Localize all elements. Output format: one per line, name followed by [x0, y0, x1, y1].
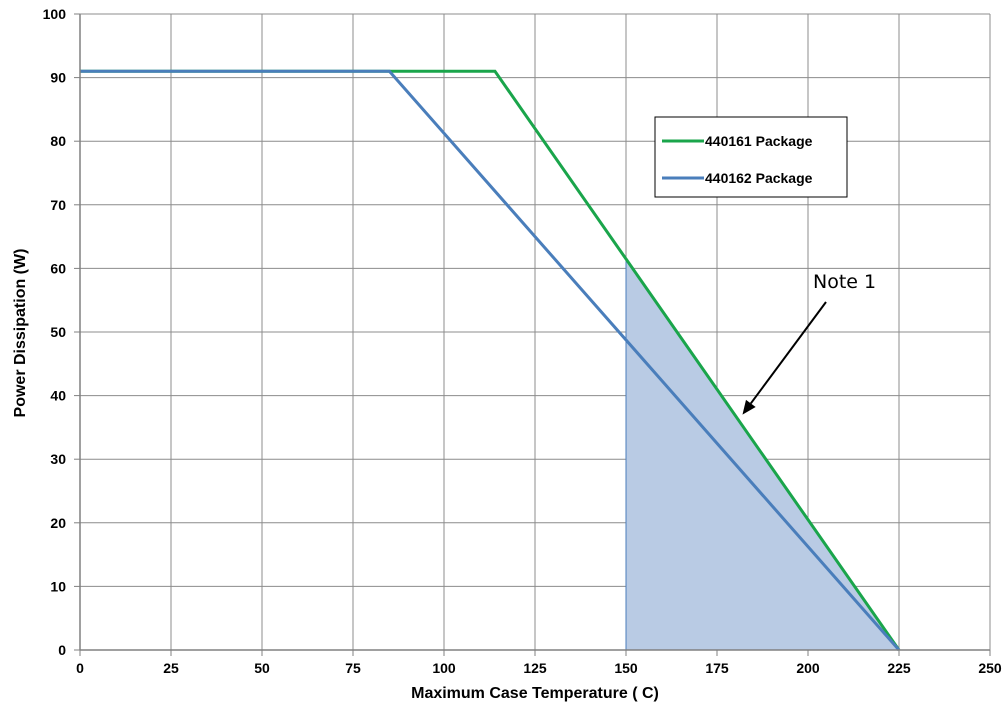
y-tick-label: 100 [43, 6, 67, 22]
legend-box [654, 116, 848, 198]
series-lines [80, 69, 901, 651]
legend: 440161 Package 440162 Package [654, 116, 848, 198]
axes [74, 13, 991, 656]
y-tick-label: 20 [50, 515, 66, 531]
y-tick-label: 10 [50, 578, 66, 594]
y-tick-label: 40 [50, 388, 66, 404]
y-tick-label: 90 [50, 70, 66, 86]
y-tick-label: 70 [50, 197, 66, 213]
series-line-440162 [80, 69, 901, 651]
y-tick-label: 80 [50, 133, 66, 149]
y-tick-label: 0 [58, 642, 66, 658]
x-tick-label: 50 [254, 660, 270, 676]
y-tick-labels: 0 10 20 30 40 50 60 70 80 90 100 [43, 6, 67, 658]
x-tick-label: 250 [978, 660, 1002, 676]
y-tick-label: 30 [50, 451, 66, 467]
y-tick-label: 60 [50, 260, 66, 276]
x-axis-title: Maximum Case Temperature ( C) [411, 685, 659, 702]
note-annotation: Note 1 [742, 271, 876, 415]
x-tick-label: 100 [432, 660, 456, 676]
note-label: Note 1 [813, 271, 876, 293]
legend-label-440162: 440162 Package [705, 170, 813, 186]
y-axis-title: Power Dissipation (W) [12, 249, 29, 418]
x-tick-label: 150 [614, 660, 638, 676]
y-tick-label: 50 [50, 324, 66, 340]
x-tick-label: 0 [76, 660, 84, 676]
x-tick-label: 225 [887, 660, 911, 676]
grid-lines [80, 13, 991, 650]
x-tick-label: 175 [705, 660, 729, 676]
x-tick-label: 25 [163, 660, 179, 676]
x-tick-label: 75 [345, 660, 361, 676]
x-tick-label: 125 [523, 660, 547, 676]
legend-label-440161: 440161 Package [705, 133, 813, 149]
note-arrowhead [742, 399, 756, 415]
x-tick-labels: 0 25 50 75 100 125 150 175 200 225 250 [76, 660, 1002, 676]
note-arrow [750, 301, 827, 405]
x-tick-label: 200 [796, 660, 820, 676]
